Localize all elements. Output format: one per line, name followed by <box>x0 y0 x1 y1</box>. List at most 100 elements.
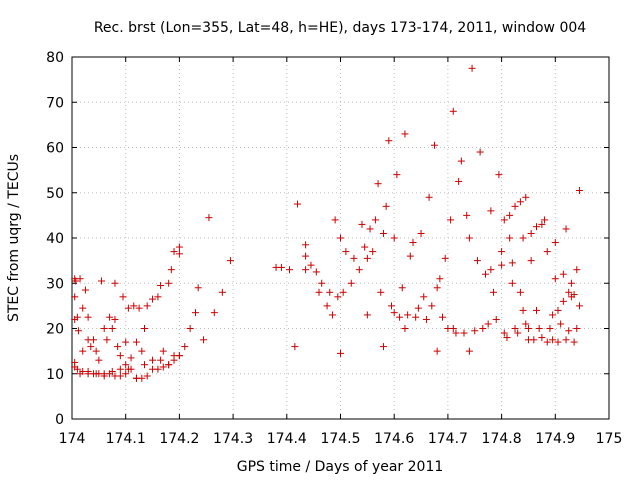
y-tick-label: 80 <box>46 50 64 66</box>
y-axis-label: STEC from uqrg / TECUs <box>6 154 22 322</box>
data-point <box>175 352 183 360</box>
data-point <box>124 304 132 312</box>
data-point <box>143 372 151 380</box>
chart-title: Rec. brst (Lon=355, Lat=48, h=HE), days … <box>94 20 586 36</box>
data-point <box>436 275 444 283</box>
data-point <box>326 288 334 296</box>
data-point <box>108 367 116 375</box>
data-point <box>554 338 562 346</box>
data-point <box>334 293 342 301</box>
data-point <box>170 356 178 364</box>
data-point <box>337 234 344 242</box>
data-point <box>385 137 393 145</box>
data-points <box>71 64 583 382</box>
data-point <box>103 336 111 344</box>
data-point <box>404 311 412 319</box>
data-point <box>72 277 80 285</box>
data-point <box>460 329 468 337</box>
data-point <box>175 243 183 251</box>
y-tick-label: 0 <box>55 412 64 428</box>
data-point <box>175 250 183 258</box>
data-point <box>165 279 173 287</box>
data-point <box>565 327 573 335</box>
x-tick-label: 174.2 <box>159 431 199 447</box>
data-point <box>498 248 506 256</box>
data-point <box>412 313 420 321</box>
data-point <box>81 286 89 294</box>
data-point <box>379 229 387 237</box>
y-tick-label: 20 <box>46 322 64 338</box>
data-point <box>122 361 130 369</box>
data-point <box>543 338 551 346</box>
data-point <box>481 270 489 278</box>
data-point <box>294 200 302 208</box>
data-point <box>366 225 374 233</box>
data-point <box>573 325 581 332</box>
data-point <box>106 313 114 321</box>
data-point <box>409 239 417 247</box>
data-point <box>538 220 546 228</box>
data-point <box>533 306 541 314</box>
data-point <box>302 266 310 274</box>
y-tick-label: 30 <box>46 276 64 292</box>
data-point <box>543 248 551 256</box>
data-point <box>363 311 371 319</box>
data-point <box>575 186 583 194</box>
data-point <box>401 130 409 138</box>
data-point <box>76 370 84 378</box>
data-point <box>200 336 208 344</box>
data-point <box>533 223 541 231</box>
data-point <box>433 347 441 355</box>
y-tick-label: 40 <box>46 231 64 247</box>
data-point <box>116 365 124 373</box>
data-point <box>159 347 167 355</box>
data-point <box>74 327 82 335</box>
data-point <box>549 336 557 344</box>
data-point <box>441 254 449 262</box>
y-tick-label: 50 <box>46 186 64 202</box>
data-point <box>154 293 162 301</box>
data-point <box>95 356 103 364</box>
data-point <box>140 361 148 369</box>
data-point <box>87 343 95 351</box>
data-point <box>420 293 428 301</box>
x-tick-label: 174.7 <box>428 431 468 447</box>
data-point <box>541 216 549 224</box>
data-point <box>73 313 81 321</box>
data-point <box>554 306 562 314</box>
plot-frame <box>71 56 610 420</box>
data-point <box>132 338 140 346</box>
data-point <box>452 329 460 337</box>
data-point <box>492 315 500 323</box>
data-point <box>312 268 320 276</box>
data-point <box>130 302 138 310</box>
x-tick-label: 174 <box>59 431 86 447</box>
y-tick-label: 10 <box>46 367 64 383</box>
data-point <box>277 263 285 271</box>
data-point <box>414 304 422 312</box>
data-point <box>455 177 463 185</box>
data-point <box>84 370 92 378</box>
data-point <box>487 207 495 215</box>
data-point <box>468 64 476 72</box>
data-point <box>342 248 350 256</box>
data-point <box>157 282 165 290</box>
data-point <box>522 193 530 201</box>
data-point <box>439 313 447 321</box>
y-tick-label: 70 <box>46 95 64 111</box>
data-point <box>476 148 484 156</box>
data-point <box>565 288 573 296</box>
data-point <box>479 325 487 332</box>
y-tick-label: 60 <box>46 141 64 157</box>
data-point <box>551 239 559 247</box>
data-point <box>374 180 382 188</box>
data-point <box>84 313 92 321</box>
data-point <box>159 363 167 371</box>
data-point <box>500 216 508 224</box>
data-point <box>449 107 457 115</box>
data-point <box>401 325 409 332</box>
x-tick-label: 174.3 <box>213 431 253 447</box>
data-point <box>495 171 503 179</box>
data-point <box>519 234 527 242</box>
data-point <box>390 234 398 242</box>
